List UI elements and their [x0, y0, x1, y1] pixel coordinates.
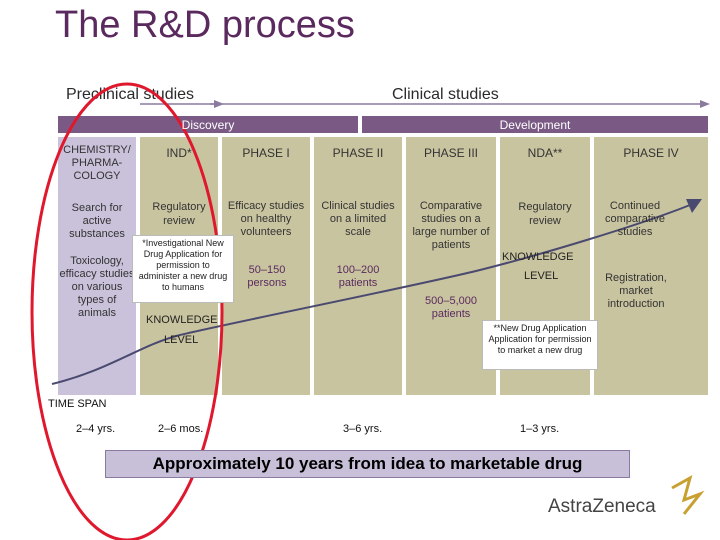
- preclinical-arrow-head: [214, 100, 224, 108]
- time-span-ind: 2–6 mos.: [158, 423, 204, 435]
- column-phase-1: [222, 137, 310, 395]
- column-phase-4: [594, 137, 708, 395]
- col-phase4-desc2: Registration, market introduction: [605, 272, 667, 310]
- ind-footnote: *Investigational New Drug Application fo…: [132, 235, 234, 303]
- col-ind-desc: Regulatory review: [152, 201, 206, 227]
- discovery-label: Discovery: [181, 118, 235, 132]
- col-phase2-name: PHASE II: [332, 146, 384, 160]
- col-phase1-desc: Efficacy studies on healthy volunteers: [227, 200, 305, 238]
- page-title: The R&D process: [55, 4, 355, 46]
- summary-banner: Approximately 10 years from idea to mark…: [105, 450, 630, 478]
- knowledge-curve: [51, 204, 691, 385]
- col-phase4-desc: Continued comparative studies: [605, 200, 665, 238]
- development-label: Development: [499, 118, 571, 132]
- col-nda-name: NDA**: [527, 146, 563, 160]
- column-phase-3: [406, 137, 496, 395]
- astrazeneca-logo-mark: [671, 474, 705, 515]
- column-chemistry: [58, 137, 136, 395]
- col-ind-name: IND*: [166, 146, 192, 160]
- col-chemistry-name: CHEMISTRY/ PHARMA- COLOGY: [63, 144, 131, 182]
- knowledge-label-right: KNOWLEDGE: [502, 251, 574, 263]
- col-chemistry-desc: Search for active substances: [69, 202, 125, 240]
- development-band: [362, 116, 708, 133]
- clinical-arrow-head: [700, 100, 710, 108]
- nda-footnote: **New Drug Application Application for p…: [482, 320, 598, 370]
- col-phase2-desc: Clinical studies on a limited scale: [321, 200, 395, 238]
- column-phase-2: [314, 137, 402, 395]
- col-phase4-name: PHASE IV: [623, 146, 679, 160]
- col-phase2-people: 100–200 patients: [336, 264, 380, 289]
- col-phase3-desc: Comparative studies on a large number of…: [412, 200, 490, 251]
- time-span-label: TIME SPAN: [48, 398, 107, 410]
- level-label-left: LEVEL: [164, 334, 199, 346]
- time-span-clinical: 3–6 yrs.: [343, 423, 383, 435]
- col-phase3-name: PHASE III: [423, 146, 479, 160]
- time-span-preclinical: 2–4 yrs.: [76, 423, 116, 435]
- highlight-ellipse: [30, 82, 224, 540]
- clinical-label: Clinical studies: [392, 86, 499, 103]
- astrazeneca-logo-text: AstraZeneca: [548, 496, 656, 517]
- col-nda-desc: Regulatory review: [518, 201, 572, 227]
- knowledge-curve-arrowhead: [686, 199, 702, 213]
- level-label-right: LEVEL: [524, 270, 559, 282]
- col-chemistry-desc2: Toxicology, efficacy studies on various …: [59, 255, 135, 319]
- knowledge-label-left: KNOWLEDGE: [146, 314, 218, 326]
- col-phase1-people: 50–150 persons: [247, 264, 287, 289]
- col-phase1-name: PHASE I: [242, 146, 290, 160]
- time-span-nda: 1–3 yrs.: [520, 423, 560, 435]
- col-phase3-people: 500–5,000 patients: [425, 295, 477, 320]
- discovery-band: [58, 116, 358, 133]
